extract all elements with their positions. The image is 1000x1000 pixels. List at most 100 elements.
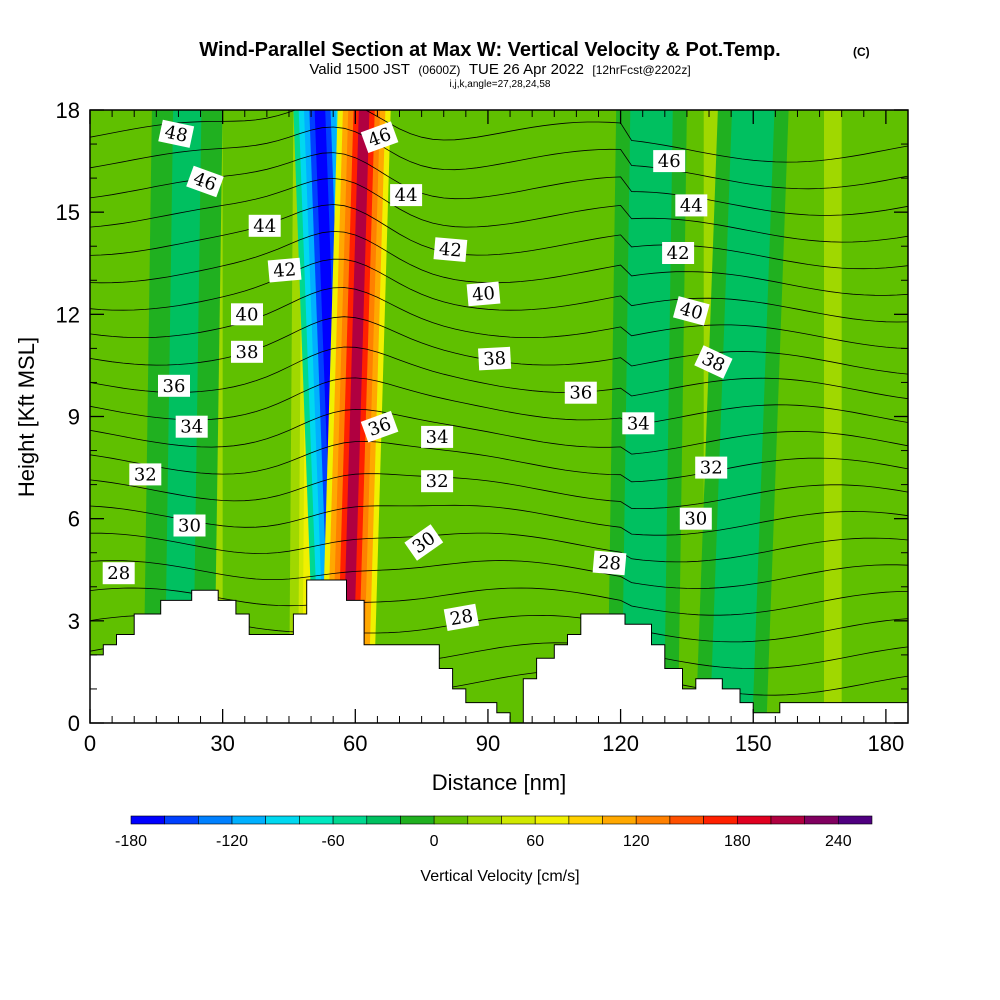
contour-label: 36 bbox=[564, 381, 597, 404]
contour-label-bg bbox=[158, 119, 195, 148]
contour-label-bg bbox=[622, 412, 655, 435]
contour-label: 28 bbox=[102, 562, 135, 585]
contour-label: 42 bbox=[662, 242, 695, 264]
contour-label: 44 bbox=[248, 214, 281, 237]
contour-label: 40 bbox=[231, 303, 263, 326]
contour-label-bg bbox=[173, 514, 206, 537]
y-tick-label: 15 bbox=[56, 200, 80, 225]
x-tick-label: 150 bbox=[735, 731, 772, 756]
contour-label-text: 28 bbox=[597, 552, 622, 575]
colorbar-tick-label: -60 bbox=[322, 833, 345, 850]
colorbar-swatch bbox=[837, 815, 873, 825]
contour-label-text: 48 bbox=[163, 122, 190, 147]
theta-contour-line bbox=[90, 287, 908, 349]
colorbar-swatch bbox=[635, 815, 671, 825]
colorbar-swatch bbox=[770, 815, 805, 825]
contour-label: 32 bbox=[129, 463, 162, 486]
contour-label: 32 bbox=[695, 456, 728, 479]
x-tick-label: 90 bbox=[476, 731, 500, 756]
contour-label: 36 bbox=[360, 410, 399, 443]
contour-label-text: 38 bbox=[236, 342, 259, 363]
contour-label-bg bbox=[478, 346, 512, 371]
y-tick-label: 18 bbox=[56, 98, 80, 123]
subtitle-date: TUE 26 Apr 2022 bbox=[469, 61, 584, 78]
colorbar-swatch bbox=[804, 815, 839, 825]
colorbar-tick-label: 240 bbox=[825, 833, 852, 850]
y-tick-label: 3 bbox=[68, 609, 80, 634]
contour-label-text: 28 bbox=[448, 606, 474, 631]
contour-label-bg bbox=[695, 456, 728, 479]
contour-label-text: 38 bbox=[483, 348, 507, 370]
y-tick-label: 12 bbox=[56, 302, 80, 327]
contour-label: 40 bbox=[466, 281, 501, 307]
contour-label-bg bbox=[404, 524, 444, 561]
contour-label-bg bbox=[679, 507, 712, 530]
theta-contour-line bbox=[90, 408, 908, 455]
colorbar-swatch bbox=[299, 815, 334, 825]
theta-contour-line bbox=[90, 230, 908, 296]
contour-label-bg bbox=[390, 184, 423, 207]
colorbar-swatch bbox=[602, 815, 637, 825]
contour-label: 34 bbox=[421, 425, 454, 448]
contour-label-bg bbox=[360, 410, 399, 443]
x-tick-label: 0 bbox=[84, 731, 96, 756]
chart-subtitle: Valid 1500 JST (0600Z) TUE 26 Apr 2022 [… bbox=[309, 61, 690, 78]
contour-label-text: 44 bbox=[395, 185, 418, 206]
contour-label-bg bbox=[248, 214, 281, 237]
contour-label: 44 bbox=[390, 184, 423, 207]
colorbar-swatch bbox=[568, 815, 603, 825]
contour-label: 38 bbox=[478, 346, 512, 371]
colorbar-swatch bbox=[366, 815, 401, 825]
x-tick-label: 30 bbox=[210, 731, 234, 756]
x-tick-label: 180 bbox=[868, 731, 905, 756]
colorbar-tick-label: 180 bbox=[724, 833, 751, 850]
chart-title: Wind-Parallel Section at Max W: Vertical… bbox=[199, 39, 780, 61]
contour-label: 34 bbox=[622, 412, 655, 435]
theta-contour-line bbox=[90, 532, 908, 563]
contour-label-text: 30 bbox=[684, 509, 707, 530]
contour-label-bg bbox=[694, 345, 733, 379]
contour-label-text: 30 bbox=[178, 516, 201, 537]
colorbar-swatch bbox=[164, 815, 199, 825]
theta-contour-line bbox=[90, 377, 908, 426]
theta-contour-line bbox=[90, 473, 908, 510]
contour-label: 46 bbox=[653, 150, 686, 173]
subtitle-forecast: [12hrFcst@2202z] bbox=[592, 63, 690, 77]
theta-contour-line bbox=[90, 204, 908, 270]
contour-label: 44 bbox=[675, 194, 708, 217]
contour-label-text: 36 bbox=[569, 383, 592, 404]
theta-contour-line bbox=[90, 440, 908, 483]
contour-label: 28 bbox=[592, 550, 627, 576]
contour-label-bg bbox=[175, 415, 208, 438]
contour-label-bg bbox=[653, 150, 686, 173]
colorbar-title: Vertical Velocity [cm/s] bbox=[420, 868, 579, 885]
colorbar-swatch bbox=[669, 815, 704, 825]
contour-label: 42 bbox=[433, 237, 468, 262]
x-tick-label: 120 bbox=[602, 731, 639, 756]
contour-label: 32 bbox=[421, 470, 454, 493]
contour-label: 28 bbox=[443, 603, 480, 632]
contour-label: 38 bbox=[231, 340, 263, 363]
theta-contour-line bbox=[90, 560, 908, 590]
contour-label-text: 28 bbox=[107, 563, 130, 584]
contour-label-text: 34 bbox=[426, 427, 449, 448]
contour-label-text: 32 bbox=[134, 464, 157, 485]
theta-contour-line bbox=[90, 587, 908, 616]
colorbar-swatch bbox=[534, 815, 570, 825]
contour-label: 42 bbox=[267, 257, 302, 283]
theta-contour-line bbox=[90, 110, 908, 163]
colorbar-tick-label: 120 bbox=[623, 833, 650, 850]
contour-label: 30 bbox=[679, 507, 712, 530]
contour-label-text: 40 bbox=[236, 304, 259, 325]
contour-label: 48 bbox=[158, 119, 195, 148]
theta-contour-line bbox=[90, 258, 908, 323]
contour-label-text: 32 bbox=[700, 458, 723, 479]
colorbar-tick-label: 60 bbox=[526, 833, 544, 850]
contour-label-bg bbox=[231, 340, 263, 363]
subtitle-valid: Valid 1500 JST bbox=[309, 61, 410, 78]
contour-label-bg bbox=[102, 562, 135, 585]
contour-label: 30 bbox=[173, 514, 206, 537]
contour-label-bg bbox=[433, 237, 468, 262]
velocity-band bbox=[724, 110, 761, 723]
theta-contour-line bbox=[90, 126, 908, 190]
